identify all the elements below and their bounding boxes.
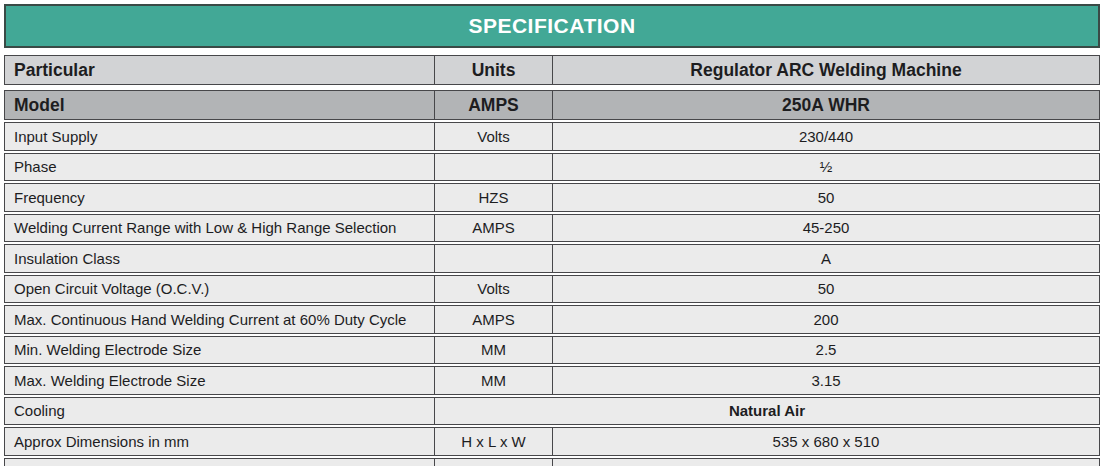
spec-value: ½ xyxy=(553,154,1099,181)
column-header-machine: Regulator ARC Welding Machine xyxy=(553,56,1099,84)
specification-title: SPECIFICATION xyxy=(4,4,1100,48)
spec-particular: Cooling xyxy=(5,398,434,425)
spec-particular: Input Supply xyxy=(5,123,434,150)
spec-value: 2.5 xyxy=(553,337,1099,364)
spec-particular: Frequency xyxy=(5,184,434,211)
spec-row-insulation-class: Insulation Class A xyxy=(4,244,1100,273)
spec-row-welding-current-range: Welding Current Range with Low & High Ra… xyxy=(4,214,1100,243)
spec-units: Volts xyxy=(434,276,553,303)
spec-row-cooling: Cooling Natural Air xyxy=(4,397,1100,426)
spec-sheet: SPECIFICATION Particular Units Regulator… xyxy=(0,0,1104,466)
spec-units: MM xyxy=(434,337,553,364)
spec-value: 75 xyxy=(553,459,1099,466)
spec-particular: Max. Continuous Hand Welding Current at … xyxy=(5,306,434,333)
spec-units xyxy=(434,154,553,181)
spec-value: 230/440 xyxy=(553,123,1099,150)
model-value: 250A WHR xyxy=(553,91,1099,119)
spec-particular: Open Circuit Voltage (O.C.V.) xyxy=(5,276,434,303)
spec-value: Natural Air xyxy=(434,398,1099,425)
model-label: Model xyxy=(5,91,434,119)
spec-row-approx-weight: Approx Weight Kgs. 75 xyxy=(4,458,1100,466)
spec-units: MM xyxy=(434,367,553,394)
spec-particular: Max. Welding Electrode Size xyxy=(5,367,434,394)
column-header-units: Units xyxy=(434,56,553,84)
spec-particular: Phase xyxy=(5,154,434,181)
spec-row-input-supply: Input Supply Volts 230/440 xyxy=(4,122,1100,151)
spec-value: 50 xyxy=(553,184,1099,211)
spec-value: 200 xyxy=(553,306,1099,333)
spec-units: H x L x W xyxy=(434,428,553,455)
spec-units: HZS xyxy=(434,184,553,211)
spec-row-frequency: Frequency HZS 50 xyxy=(4,183,1100,212)
spec-row-approx-dimensions: Approx Dimensions in mm H x L x W 535 x … xyxy=(4,427,1100,456)
spec-units: AMPS xyxy=(434,306,553,333)
spec-units: Volts xyxy=(434,123,553,150)
spec-value: 45-250 xyxy=(553,215,1099,242)
spec-row-max-electrode-size: Max. Welding Electrode Size MM 3.15 xyxy=(4,366,1100,395)
spec-row-open-circuit-voltage: Open Circuit Voltage (O.C.V.) Volts 50 xyxy=(4,275,1100,304)
spec-value: 50 xyxy=(553,276,1099,303)
spec-value: A xyxy=(553,245,1099,272)
spec-particular: Approx Dimensions in mm xyxy=(5,428,434,455)
spec-particular: Insulation Class xyxy=(5,245,434,272)
model-units: AMPS xyxy=(434,91,553,119)
column-header-particular: Particular xyxy=(5,56,434,84)
spec-particular: Welding Current Range with Low & High Ra… xyxy=(5,215,434,242)
spec-units xyxy=(434,245,553,272)
spec-row-max-continuous-current: Max. Continuous Hand Welding Current at … xyxy=(4,305,1100,334)
spec-units: Kgs. xyxy=(434,459,553,466)
spec-particular: Approx Weight xyxy=(5,459,434,466)
spec-row-phase: Phase ½ xyxy=(4,153,1100,182)
spec-value: 535 x 680 x 510 xyxy=(553,428,1099,455)
spec-value: 3.15 xyxy=(553,367,1099,394)
spec-row-min-electrode-size: Min. Welding Electrode Size MM 2.5 xyxy=(4,336,1100,365)
spec-units: AMPS xyxy=(434,215,553,242)
model-row: Model AMPS 250A WHR xyxy=(4,90,1100,120)
column-header-row: Particular Units Regulator ARC Welding M… xyxy=(4,55,1100,85)
spec-particular: Min. Welding Electrode Size xyxy=(5,337,434,364)
